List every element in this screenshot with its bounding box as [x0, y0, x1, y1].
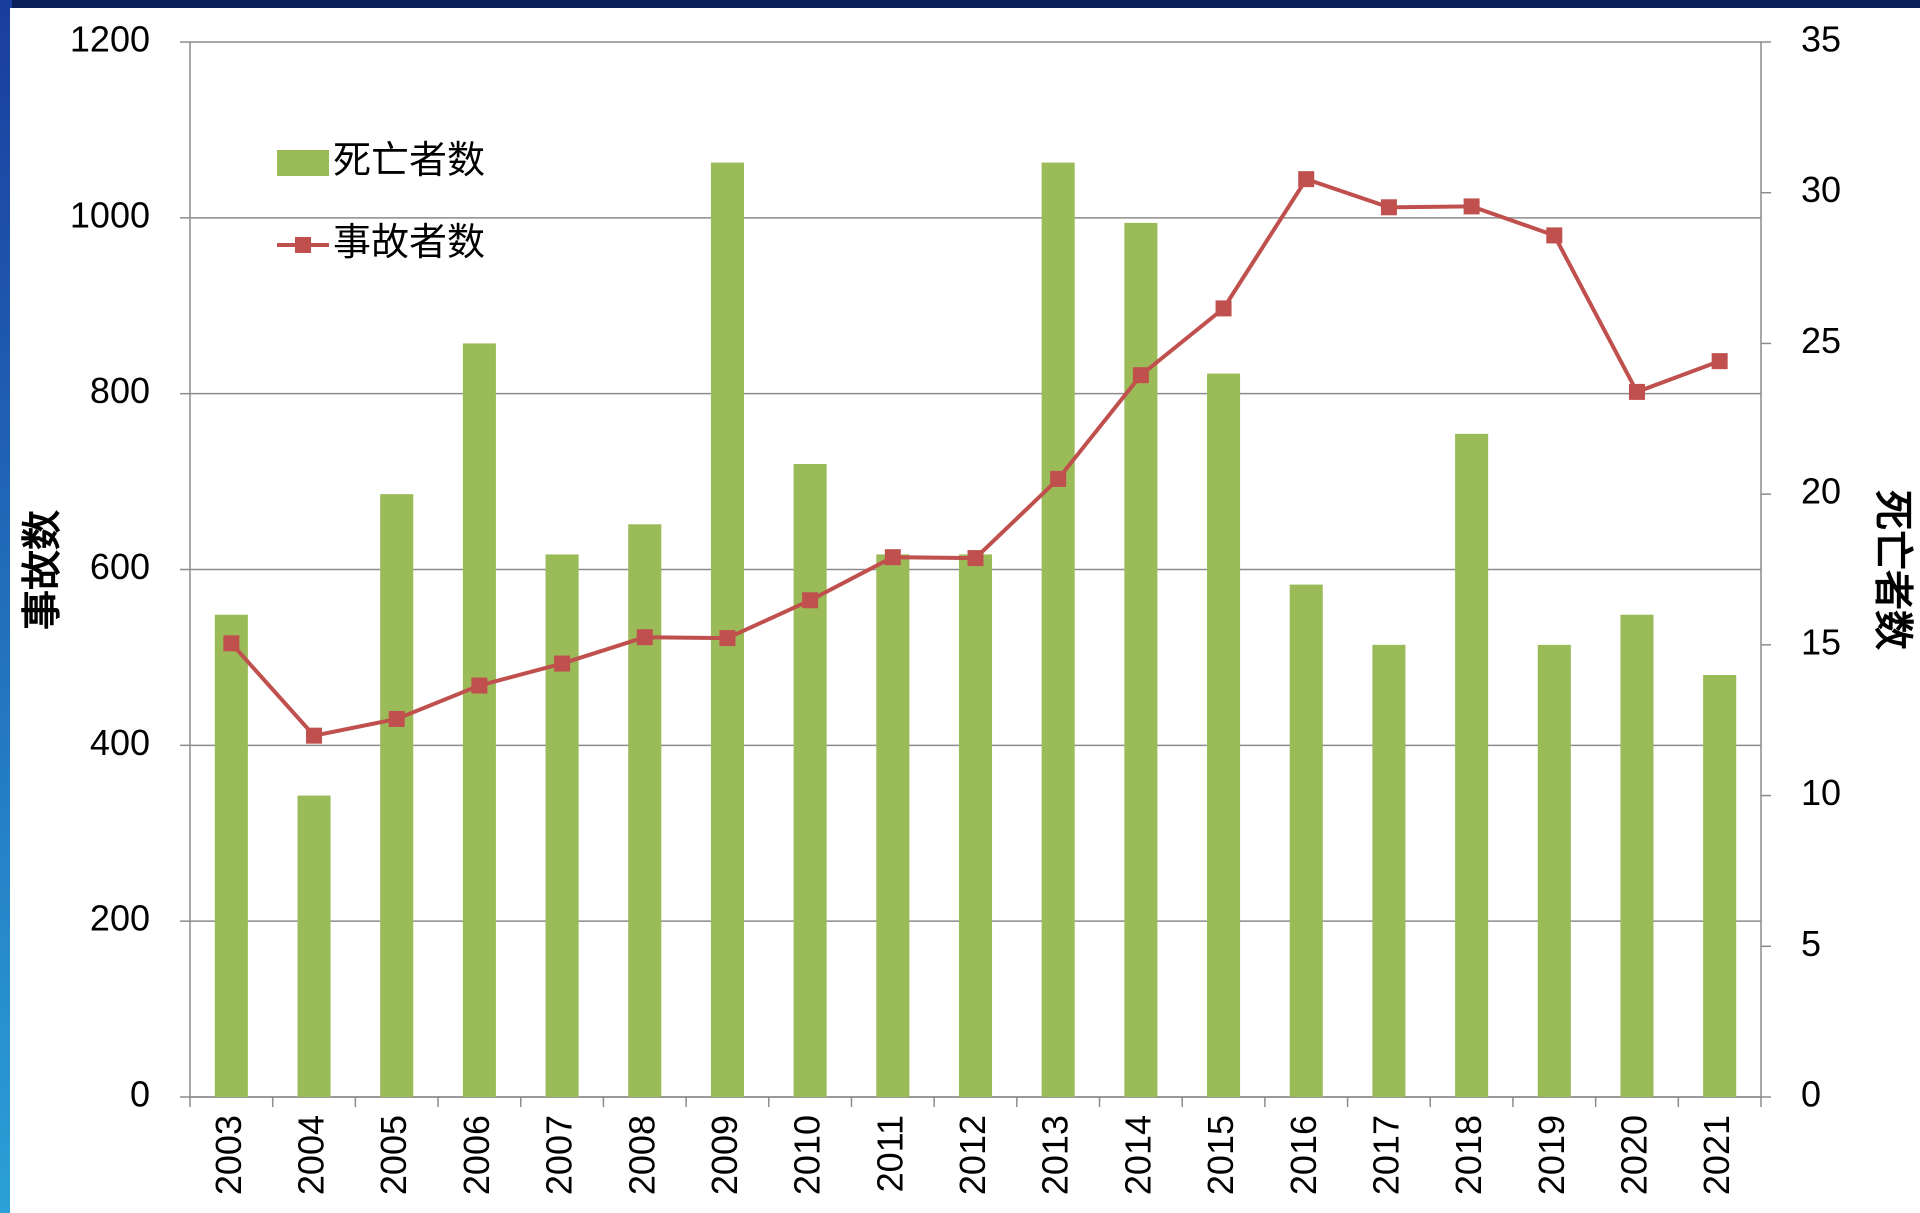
legend-swatch	[295, 237, 311, 253]
bar	[710, 162, 744, 1098]
x-tick-label: 2018	[1448, 1115, 1489, 1195]
line-marker	[967, 550, 984, 567]
line-marker	[802, 592, 819, 609]
line-marker	[1546, 227, 1563, 244]
y-tick-label: 400	[90, 722, 150, 763]
legend-label: 死亡者数	[333, 140, 485, 182]
line-marker	[1380, 199, 1397, 216]
line-marker	[884, 549, 901, 566]
bar	[958, 554, 993, 1097]
x-tick-label: 2012	[952, 1115, 993, 1195]
line-marker	[554, 655, 571, 672]
y2-axis-title: 死亡者数	[1870, 490, 1914, 650]
x-tick-label: 2011	[869, 1115, 910, 1192]
x-tick-label: 2013	[1035, 1115, 1076, 1195]
legend-swatch	[277, 150, 329, 176]
x-tick-label: 2003	[208, 1115, 249, 1195]
line-marker	[1463, 198, 1480, 215]
line-marker	[719, 630, 736, 647]
line-marker	[306, 727, 323, 744]
bar	[1620, 614, 1654, 1097]
x-tick-label: 2019	[1531, 1115, 1572, 1195]
y2-tick-label: 0	[1801, 1074, 1821, 1115]
y-tick-label: 1200	[70, 19, 150, 60]
x-tick-label: 2020	[1613, 1115, 1654, 1195]
y2-tick-label: 25	[1801, 320, 1841, 361]
bar	[876, 554, 910, 1097]
bar	[793, 464, 827, 1097]
bar	[297, 795, 331, 1097]
bar	[1455, 433, 1489, 1097]
line-marker	[1215, 300, 1232, 317]
y-tick-label: 200	[90, 898, 150, 939]
legend-label: 事故者数	[333, 222, 485, 264]
frame-edge	[0, 0, 12, 1213]
x-tick-label: 2010	[787, 1115, 828, 1195]
x-tick-label: 2016	[1283, 1115, 1324, 1195]
line-marker	[1628, 383, 1645, 400]
x-tick-label: 2006	[456, 1115, 497, 1195]
bar	[1372, 644, 1406, 1097]
bar	[1703, 675, 1737, 1097]
bar	[214, 614, 248, 1097]
line-marker	[636, 629, 653, 646]
y2-tick-label: 30	[1801, 169, 1841, 210]
y2-tick-label: 20	[1801, 471, 1841, 512]
x-tick-label: 2015	[1200, 1115, 1241, 1195]
bar	[545, 554, 579, 1097]
line-marker	[1050, 470, 1067, 487]
x-tick-label: 2008	[621, 1115, 662, 1195]
y-tick-label: 800	[90, 370, 150, 411]
x-tick-label: 2004	[291, 1115, 332, 1195]
x-tick-label: 2009	[704, 1115, 745, 1195]
y2-tick-label: 15	[1801, 621, 1841, 662]
y2-tick-label: 5	[1801, 923, 1821, 964]
line-marker	[223, 635, 240, 652]
bar	[380, 494, 414, 1098]
y-tick-label: 0	[130, 1074, 150, 1115]
line-marker	[1132, 367, 1149, 384]
x-tick-label: 2007	[539, 1115, 580, 1195]
bar	[1537, 644, 1571, 1097]
line-marker	[388, 710, 405, 727]
line-marker	[471, 677, 488, 694]
bar	[1124, 222, 1158, 1097]
x-tick-label: 2021	[1696, 1115, 1737, 1195]
y2-tick-label: 10	[1801, 772, 1841, 813]
y-tick-label: 600	[90, 546, 150, 587]
bar	[628, 524, 662, 1097]
bar	[1289, 584, 1323, 1097]
bar	[1207, 373, 1241, 1098]
x-tick-label: 2017	[1365, 1115, 1406, 1195]
x-tick-label: 2014	[1117, 1115, 1158, 1195]
x-tick-label: 2005	[373, 1115, 414, 1195]
bar	[462, 343, 496, 1097]
bar	[1041, 162, 1075, 1098]
y-tick-label: 1000	[70, 194, 150, 235]
line-marker	[1711, 353, 1728, 370]
y-axis-title: 事故数	[21, 510, 65, 630]
y2-tick-label: 35	[1801, 19, 1841, 60]
line-marker	[1298, 171, 1315, 188]
